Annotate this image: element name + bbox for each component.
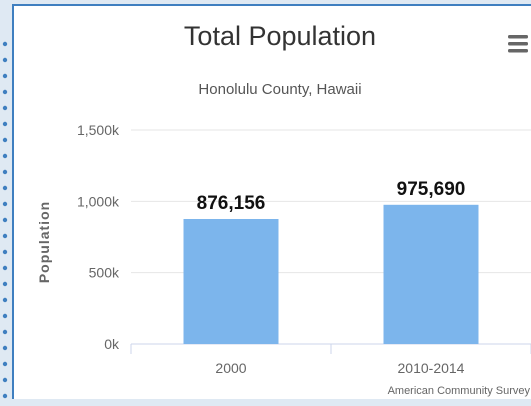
decorative-dot [2,233,8,239]
decorative-dot [2,137,8,143]
decorative-dot [2,329,8,335]
bars [183,204,479,344]
population-bar-chart: Total Population Honolulu County, Hawaii… [36,21,531,397]
menu-icon-bar-bottom [508,49,528,53]
decorative-dot [2,185,8,191]
decorative-dot [2,265,8,271]
x-tick-label: 2000 [215,360,246,376]
menu-icon-bar-top [508,35,528,39]
decorative-dot [2,313,8,319]
data-label: 975,690 [397,179,466,200]
decorative-dot [2,41,8,47]
bar-2010-2014 [383,204,479,344]
y-tick-label: 1,500k [77,122,120,138]
y-tick-label: 1,000k [77,193,120,209]
decorative-dot [2,249,8,255]
decorative-dot [2,281,8,287]
decorative-dot [2,345,8,351]
bar-2000 [183,219,279,344]
chart-subtitle: Honolulu County, Hawaii [198,81,361,98]
decorative-dot [2,201,8,207]
dot-column-graphic [2,41,8,399]
decorative-dot [2,297,8,303]
data-labels: 876,156 975,690 [197,179,466,214]
decorative-dot [2,361,8,367]
x-axis-tick-labels: 2000 2010-2014 [215,360,464,376]
decorative-dot [2,393,8,399]
chart-panel: Total Population Honolulu County, Hawaii… [12,4,531,399]
decorative-dot [2,153,8,159]
decorative-dot [2,217,8,223]
decorative-dot [2,377,8,383]
menu-icon-bar-middle [508,42,528,46]
y-tick-label: 0k [104,336,120,352]
x-tick-label: 2010-2014 [398,360,465,376]
y-axis-tick-labels: 0k 500k 1,000k 1,500k [77,122,120,352]
chart-credit[interactable]: American Community Survey [388,385,531,397]
data-label: 876,156 [197,193,266,214]
decorative-dot [2,121,8,127]
decorative-dot [2,169,8,175]
decorative-dot-column [0,0,12,399]
decorative-dot [2,73,8,79]
decorative-dot [2,105,8,111]
y-tick-label: 500k [89,265,120,281]
chart-title: Total Population [184,21,376,51]
chart-menu-button[interactable] [502,30,528,55]
decorative-dot [2,57,8,63]
decorative-dot [2,89,8,95]
y-axis-title: Population [36,201,52,283]
